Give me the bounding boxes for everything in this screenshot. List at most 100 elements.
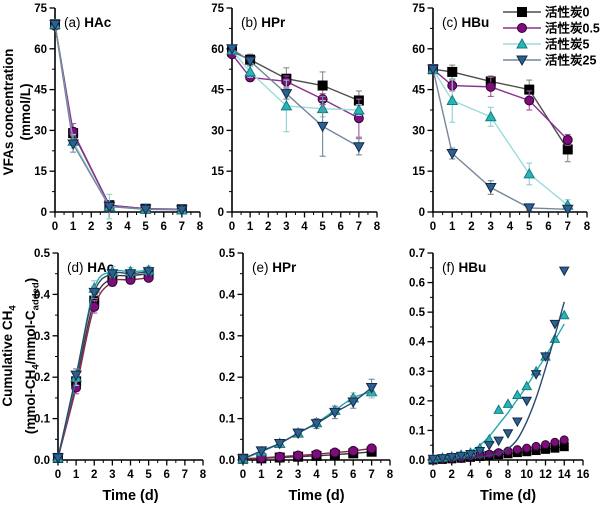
axis-frame: [432, 253, 583, 461]
y-tick-label: 30: [211, 125, 224, 137]
x-tick-label: 10: [520, 469, 533, 481]
x-tick-label: 4: [507, 221, 514, 233]
y-tick-label: 30: [34, 125, 47, 137]
legend-item-ac0: 活性炭0: [503, 5, 590, 20]
panel-a-series-ac25: [49, 19, 188, 216]
legend-item-label: 活性炭25: [545, 53, 596, 68]
x-tick-label: 7: [179, 221, 185, 233]
panel-e-xlabel: Time (d): [288, 488, 344, 504]
y-tick-label: 0.6: [409, 278, 425, 290]
series-line: [57, 269, 149, 459]
y-tick-label: 0.5: [219, 248, 236, 260]
x-tick-label: 7: [565, 221, 571, 233]
legend-item-label: 活性炭0: [545, 5, 590, 20]
x-tick-label: 5: [332, 469, 339, 481]
series-line: [54, 24, 182, 210]
x-tick-label: 16: [577, 469, 590, 481]
panel-f-xlabel: Time (d): [480, 488, 536, 504]
panel-c-series-ac25: [427, 64, 574, 216]
x-tick-label: 2: [265, 221, 271, 233]
panel-a-title: (a) HAc: [64, 15, 112, 30]
x-tick-label: 8: [374, 221, 381, 233]
y-tick-label: 0.2: [409, 396, 425, 408]
panel-d-series-ac25: [52, 267, 155, 464]
y-tick-label: 15: [211, 166, 224, 178]
y-tick-label: 45: [211, 85, 224, 97]
y-tick-label: 0.3: [219, 331, 235, 343]
panel-e-series-ac0_5: [238, 443, 377, 464]
y-tick-label: 0.5: [34, 248, 51, 260]
x-tick-label: 7: [368, 469, 374, 481]
y-tick-label: 60: [412, 44, 425, 56]
legend-item-ac5: 活性炭5: [503, 37, 590, 52]
x-tick-label: 3: [295, 469, 301, 481]
x-tick-label: 6: [350, 469, 356, 481]
x-tick-label: 8: [584, 221, 591, 233]
x-tick-label: 1: [70, 221, 77, 233]
x-tick-label: 2: [88, 221, 94, 233]
x-tick-label: 5: [142, 221, 149, 233]
y-tick-label: 30: [412, 125, 425, 137]
x-tick-label: 1: [449, 221, 456, 233]
series-line: [432, 301, 565, 461]
panel-d-series-ac5: [52, 264, 155, 463]
panel-d-series-ac0_5: [53, 272, 154, 463]
series-line: [54, 24, 182, 211]
ylabel-row1-line1: VFAs concentration: [1, 48, 16, 176]
x-tick-label: 3: [283, 221, 289, 233]
panel-a-series-ac0_5: [50, 20, 187, 215]
panel-f-series-ac25: [427, 266, 570, 465]
legend-item-label: 活性炭5: [545, 37, 590, 52]
x-tick-label: 0: [229, 221, 235, 233]
x-tick-label: 3: [106, 221, 112, 233]
legend-item-label: 活性炭0.5: [545, 21, 600, 36]
series-line: [57, 270, 149, 459]
x-tick-label: 12: [539, 469, 552, 481]
x-tick-label: 2: [449, 469, 455, 481]
y-tick-label: 0.4: [409, 337, 426, 349]
series-line: [54, 24, 182, 211]
y-tick-label: 45: [34, 85, 47, 97]
x-tick-label: 7: [182, 469, 188, 481]
y-tick-label: 75: [412, 3, 425, 15]
panel-e-title: (e) HPr: [252, 260, 297, 275]
x-tick-label: 14: [558, 469, 571, 481]
x-tick-label: 0: [240, 469, 246, 481]
panel-e-series-ac25: [237, 378, 378, 465]
x-tick-label: 6: [486, 469, 492, 481]
ylabel-row1-line2: (mmol/L): [18, 83, 33, 141]
y-tick-label: 0.3: [409, 366, 425, 378]
x-tick-label: 0: [430, 469, 436, 481]
x-tick-label: 2: [91, 469, 97, 481]
axis-frame: [54, 8, 200, 213]
x-tick-label: 5: [526, 221, 533, 233]
panel-c-series-ac5: [427, 63, 574, 212]
panel-b-title: (b) HPr: [241, 15, 286, 30]
x-tick-label: 0: [52, 221, 58, 233]
x-tick-label: 3: [488, 221, 494, 233]
y-tick-label: 0.1: [409, 425, 426, 437]
panel-d-xlabel: Time (d): [102, 488, 158, 504]
x-tick-label: 6: [338, 221, 344, 233]
y-tick-label: 0.4: [219, 289, 236, 301]
y-tick-label: 0.2: [219, 372, 235, 384]
x-tick-label: 5: [145, 469, 152, 481]
y-tick-label: 0.0: [34, 455, 50, 467]
x-tick-label: 4: [124, 221, 131, 233]
x-tick-label: 1: [73, 469, 80, 481]
y-tick-label: 45: [412, 85, 425, 97]
y-tick-label: 0.4: [34, 289, 51, 301]
x-tick-label: 3: [109, 469, 115, 481]
x-tick-label: 4: [301, 221, 308, 233]
x-tick-label: 5: [319, 221, 326, 233]
y-tick-label: 0.0: [409, 455, 425, 467]
y-tick-label: 15: [34, 166, 47, 178]
y-tick-label: 0: [41, 207, 47, 219]
legend-item-ac0_5: 活性炭0.5: [503, 21, 600, 36]
x-tick-label: 1: [247, 221, 254, 233]
x-tick-label: 7: [356, 221, 362, 233]
